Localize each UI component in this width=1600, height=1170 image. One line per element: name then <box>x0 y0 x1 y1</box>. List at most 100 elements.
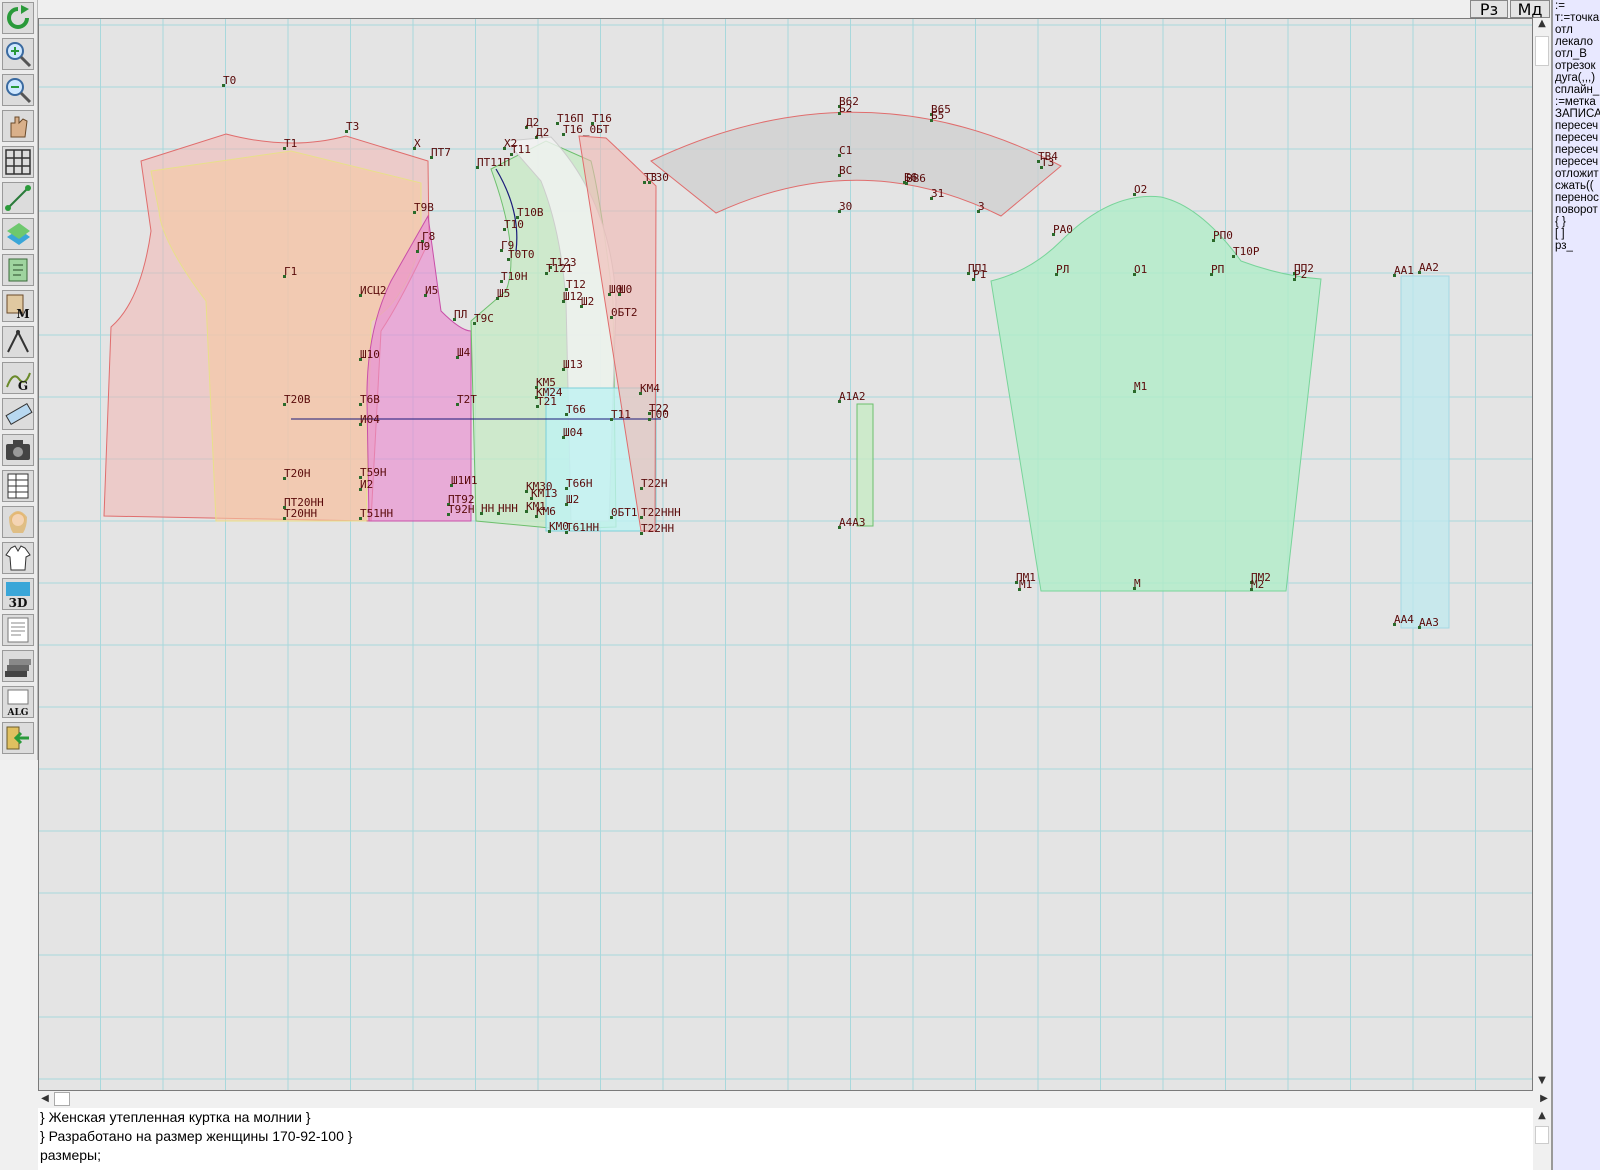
point-marker[interactable] <box>930 119 933 122</box>
point-marker[interactable] <box>838 112 841 115</box>
model-button[interactable]: Мд <box>1510 0 1550 18</box>
point-marker[interactable] <box>1018 588 1021 591</box>
point-marker[interactable] <box>413 147 416 150</box>
point-marker[interactable] <box>516 216 519 219</box>
zoom-in-tool-button[interactable] <box>2 38 34 70</box>
point-marker[interactable] <box>545 272 548 275</box>
point-marker[interactable] <box>648 181 651 184</box>
point-marker[interactable] <box>648 418 651 421</box>
drawing-canvas[interactable]: Т0 Т1 Т3 Х ПТ7 Т9В Г8 П9 Г1 ИСЦ2 И5 ПЛ Ш10 Ш4 Т20В Т6В Т… <box>38 18 1533 1091</box>
command-item[interactable]: пересеч <box>1555 156 1599 168</box>
point-marker[interactable] <box>496 297 499 300</box>
side-panel[interactable] <box>366 214 472 522</box>
command-item[interactable]: лекало <box>1555 36 1594 48</box>
layers-tool-button[interactable] <box>2 218 34 250</box>
point-marker[interactable] <box>610 418 613 421</box>
point-marker[interactable] <box>222 84 225 87</box>
point-marker[interactable] <box>480 512 483 515</box>
point-marker[interactable] <box>536 405 539 408</box>
point-marker[interactable] <box>476 166 479 169</box>
command-item[interactable]: [ ] <box>1555 228 1565 240</box>
point-marker[interactable] <box>643 181 646 184</box>
point-marker[interactable] <box>535 515 538 518</box>
command-item[interactable]: сжать(( <box>1555 180 1594 192</box>
point-marker[interactable] <box>525 510 528 513</box>
facing-piece[interactable] <box>578 135 657 532</box>
point-marker[interactable] <box>283 403 286 406</box>
point-marker[interactable] <box>930 113 933 116</box>
point-marker[interactable] <box>1210 273 1213 276</box>
point-marker[interactable] <box>1015 581 1018 584</box>
camera-tool-button[interactable] <box>2 434 34 466</box>
point-marker[interactable] <box>565 503 568 506</box>
command-item[interactable]: пересеч <box>1555 120 1599 132</box>
point-marker[interactable] <box>283 477 286 480</box>
sizes-button[interactable]: Рз <box>1470 0 1508 18</box>
point-marker[interactable] <box>838 154 841 157</box>
point-marker[interactable] <box>565 413 568 416</box>
point-marker[interactable] <box>497 512 500 515</box>
point-marker[interactable] <box>565 288 568 291</box>
point-marker[interactable] <box>1418 626 1421 629</box>
strip-piece[interactable] <box>856 403 874 527</box>
point-marker[interactable] <box>1133 390 1136 393</box>
table-tool-button[interactable] <box>2 470 34 502</box>
horizontal-scrollbar[interactable]: ◀ ▶ <box>38 1091 1551 1108</box>
point-marker[interactable] <box>1133 587 1136 590</box>
command-item[interactable]: отл <box>1555 24 1573 36</box>
point-marker[interactable] <box>1393 274 1396 277</box>
command-item[interactable]: ЗАПИСА <box>1555 108 1600 120</box>
point-marker[interactable] <box>903 181 906 184</box>
point-marker[interactable] <box>1040 166 1043 169</box>
scroll-thumb[interactable] <box>1535 36 1549 66</box>
point-marker[interactable] <box>525 126 528 129</box>
point-marker[interactable] <box>530 497 533 500</box>
grid-tool-button[interactable] <box>2 146 34 178</box>
point-marker[interactable] <box>967 272 970 275</box>
point-marker[interactable] <box>421 240 424 243</box>
point-marker[interactable] <box>450 484 453 487</box>
point-marker[interactable] <box>648 412 651 415</box>
point-marker[interactable] <box>565 531 568 534</box>
point-marker[interactable] <box>580 305 583 308</box>
point-marker[interactable] <box>510 153 513 156</box>
scroll-left-icon[interactable]: ◀ <box>41 1093 49 1104</box>
point-marker[interactable] <box>430 156 433 159</box>
command-item[interactable]: дуга(,,,) <box>1555 72 1596 84</box>
point-marker[interactable] <box>424 294 427 297</box>
point-marker[interactable] <box>283 506 286 509</box>
point-marker[interactable] <box>565 487 568 490</box>
line-tool-tool-button[interactable] <box>2 182 34 214</box>
collar-piece[interactable] <box>650 111 1062 217</box>
point-marker[interactable] <box>610 316 613 319</box>
sleeve-piece[interactable] <box>990 195 1322 592</box>
point-marker[interactable] <box>456 403 459 406</box>
avatar-tool-button[interactable] <box>2 506 34 538</box>
point-marker[interactable] <box>972 278 975 281</box>
point-marker[interactable] <box>503 147 506 150</box>
grading-tool-button[interactable]: G <box>2 362 34 394</box>
point-marker[interactable] <box>500 249 503 252</box>
command-item[interactable]: т:=точка <box>1555 12 1600 24</box>
command-list[interactable]: := т:=точка отл лекало отл_В отрезок дуга(,,,)… <box>1551 0 1600 1170</box>
point-marker[interactable] <box>447 513 450 516</box>
point-marker[interactable] <box>905 182 908 185</box>
point-marker[interactable] <box>453 318 456 321</box>
command-item[interactable]: отрезок <box>1555 60 1596 72</box>
point-marker[interactable] <box>1250 588 1253 591</box>
point-marker[interactable] <box>640 487 643 490</box>
point-marker[interactable] <box>977 210 980 213</box>
point-marker[interactable] <box>500 280 503 283</box>
point-marker[interactable] <box>507 258 510 261</box>
point-marker[interactable] <box>1055 273 1058 276</box>
hand-pan-tool-button[interactable] <box>2 110 34 142</box>
command-item[interactable]: :=метка <box>1555 96 1596 108</box>
model-tool-button[interactable]: M <box>2 290 34 322</box>
point-marker[interactable] <box>1293 272 1296 275</box>
point-marker[interactable] <box>562 133 565 136</box>
editor-scrollbar[interactable]: ▲ <box>1533 1108 1551 1170</box>
point-marker[interactable] <box>549 266 552 269</box>
point-marker[interactable] <box>473 322 476 325</box>
vertical-scrollbar[interactable]: ▲ ▼ <box>1533 18 1551 1091</box>
script-editor[interactable]: } Женская утепленная куртка на молнии } … <box>38 1108 1533 1170</box>
